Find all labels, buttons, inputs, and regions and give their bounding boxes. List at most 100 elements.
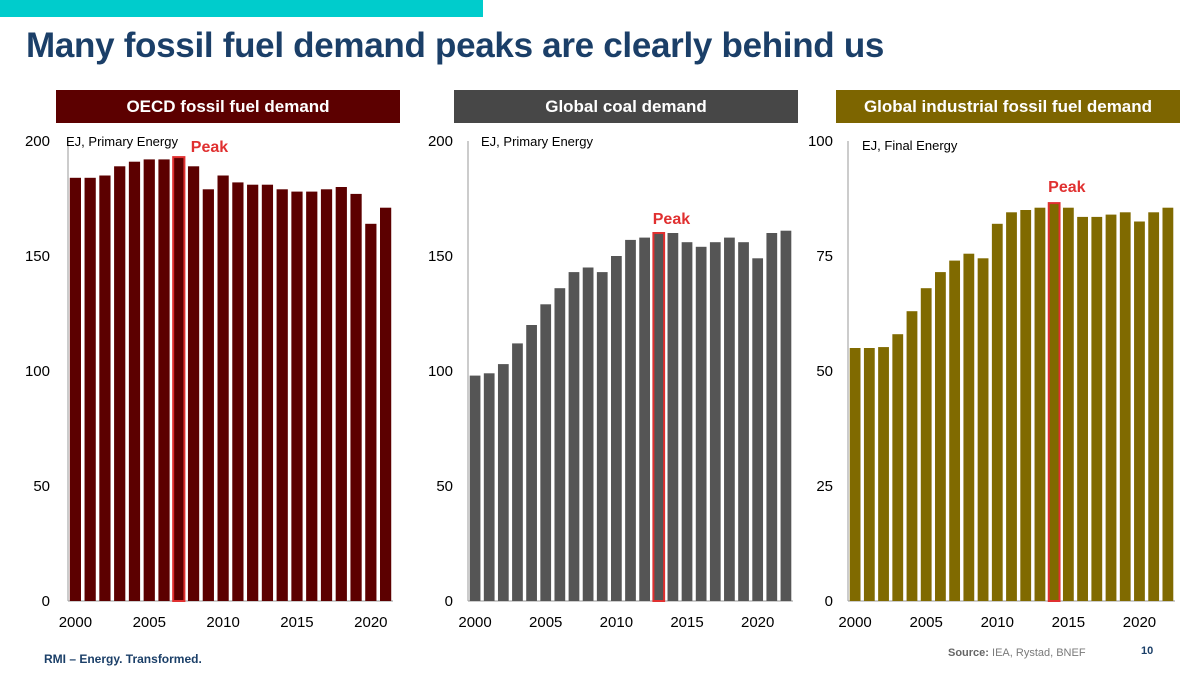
chart-header-coal: Global coal demand	[454, 90, 798, 123]
bar	[335, 187, 347, 601]
y-tick-label: 50	[436, 478, 453, 495]
x-tick-label: 2020	[354, 614, 387, 631]
x-tick-label: 2000	[838, 614, 871, 631]
x-tick-label: 2010	[206, 614, 239, 631]
bar	[568, 272, 580, 601]
bar	[84, 177, 96, 602]
bar	[780, 230, 792, 601]
y-tick-label: 0	[42, 593, 50, 610]
chart-header-industrial: Global industrial fossil fuel demand	[836, 90, 1180, 123]
x-tick-label: 2000	[59, 614, 92, 631]
bar	[752, 258, 764, 601]
bar	[512, 343, 523, 601]
bar	[143, 159, 155, 601]
bar	[276, 189, 288, 602]
y-tick-label: 200	[25, 133, 50, 150]
bar	[158, 159, 170, 601]
x-tick-label: 2005	[910, 614, 943, 631]
page-title: Many fossil fuel demand peaks are clearl…	[26, 26, 885, 65]
y-tick-label: 100	[25, 363, 50, 380]
bar	[483, 373, 495, 601]
source-text: IEA, Rystad, BNEF	[992, 647, 1086, 659]
x-tick-label: 2005	[133, 614, 166, 631]
chart-header-oecd: OECD fossil fuel demand	[56, 90, 400, 123]
peak-annotation: Peak	[1048, 179, 1085, 196]
y-tick-label: 200	[428, 133, 453, 150]
bar	[963, 253, 975, 601]
y-axis-unit-label: EJ, Primary Energy	[66, 134, 178, 149]
footer-brand: RMI – Energy. Transformed.	[44, 652, 202, 666]
bar	[128, 161, 141, 601]
bar	[247, 184, 259, 601]
accent-top-bar	[0, 0, 483, 17]
bar	[187, 166, 200, 602]
bar	[681, 242, 693, 601]
bar	[114, 166, 126, 602]
bar	[695, 246, 707, 602]
y-tick-label: 75	[816, 248, 833, 265]
y-tick-label: 100	[428, 363, 453, 380]
bar	[849, 348, 861, 601]
bar	[1034, 207, 1046, 601]
bar	[365, 223, 377, 602]
bar	[232, 182, 244, 601]
bar	[991, 223, 1003, 602]
bar	[380, 207, 392, 601]
bar	[350, 193, 362, 601]
bar	[738, 242, 749, 601]
bar	[1134, 221, 1145, 601]
bar	[667, 233, 679, 601]
bar-peak	[172, 156, 186, 602]
y-tick-label: 0	[445, 593, 453, 610]
peak-annotation: Peak	[653, 211, 690, 228]
x-tick-label: 2015	[670, 614, 703, 631]
bar	[1105, 214, 1117, 601]
source-label: Source:	[948, 647, 989, 659]
y-tick-label: 50	[816, 363, 833, 380]
bar	[709, 242, 721, 601]
bar	[1077, 216, 1088, 601]
bar	[69, 177, 81, 602]
bar	[625, 239, 636, 601]
bar	[1006, 212, 1017, 602]
y-tick-label: 150	[428, 248, 453, 265]
bar	[1091, 216, 1103, 601]
y-axis-unit-label: EJ, Final Energy	[862, 138, 958, 153]
bar	[977, 258, 989, 601]
bar-peak	[1047, 202, 1061, 602]
footer-source: Source: IEA, Rystad, BNEF	[948, 647, 1086, 659]
bar	[766, 233, 778, 601]
bar	[261, 184, 274, 601]
bar	[611, 256, 622, 601]
bar	[217, 175, 229, 601]
x-tick-label: 2015	[1052, 614, 1085, 631]
bar	[1162, 207, 1174, 601]
x-tick-label: 2010	[600, 614, 633, 631]
y-tick-label: 100	[808, 133, 833, 150]
peak-annotation: Peak	[191, 139, 228, 156]
y-tick-label: 50	[33, 478, 50, 495]
bar	[1119, 212, 1131, 602]
bar	[863, 348, 875, 601]
bar	[99, 175, 111, 601]
x-tick-label: 2010	[981, 614, 1014, 631]
bar	[582, 267, 594, 601]
y-tick-label: 25	[816, 478, 833, 495]
bar	[920, 288, 932, 601]
bar	[1020, 210, 1032, 601]
bar	[639, 237, 650, 601]
bar	[469, 375, 481, 601]
bar	[320, 189, 333, 602]
bar	[306, 191, 318, 601]
bar	[497, 364, 509, 601]
bar	[878, 347, 889, 601]
bar-peak	[652, 232, 666, 602]
y-axis-unit-label: EJ, Primary Energy	[481, 134, 593, 149]
x-tick-label: 2000	[458, 614, 491, 631]
bar	[202, 189, 214, 602]
bar	[526, 325, 537, 601]
bar	[892, 334, 904, 601]
x-tick-label: 2020	[1123, 614, 1156, 631]
bar	[540, 304, 552, 601]
